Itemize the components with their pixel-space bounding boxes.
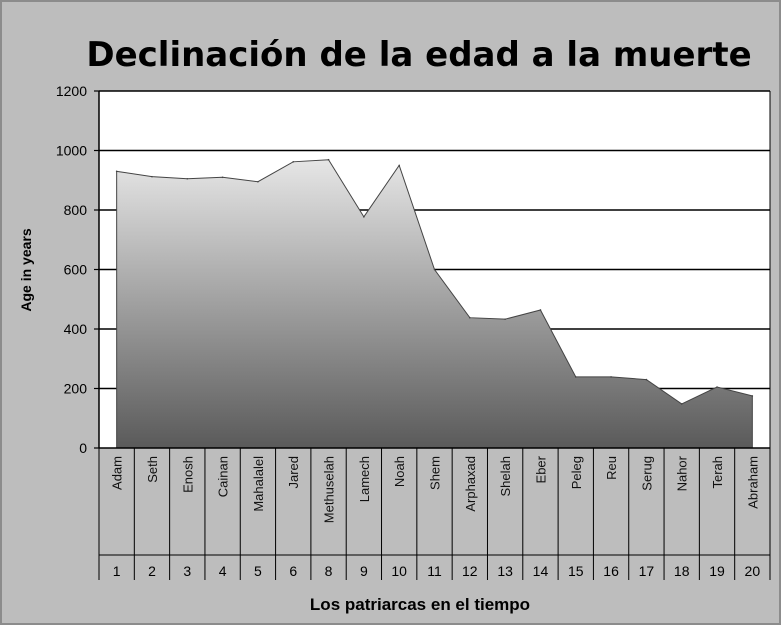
x-axis-category-table: Adam 1 Seth 2 Enosh 3 Cainan 4 Mahalalel 5 Jared 6 M… bbox=[98, 448, 771, 580]
x-axis-label: Los patriarcas en el tiempo bbox=[310, 595, 530, 614]
y-tick-label-200: 200 bbox=[64, 381, 88, 397]
category-number-18: 18 bbox=[674, 563, 690, 579]
category-name-cainan: Cainan bbox=[216, 456, 231, 497]
category-name-mahalalel: Mahalalel bbox=[251, 456, 266, 512]
data-point-methuselah bbox=[327, 158, 330, 161]
category-name-peleg: Peleg bbox=[569, 456, 584, 489]
category-number-14: 14 bbox=[533, 563, 549, 579]
data-point-arphaxad bbox=[469, 316, 471, 319]
chart-title: Declinación de la edad a la muerte bbox=[86, 35, 751, 75]
data-point-shem bbox=[433, 268, 436, 271]
category-number-12: 12 bbox=[462, 563, 478, 579]
y-tick-label-400: 400 bbox=[64, 321, 88, 337]
y-axis-label: Age in years bbox=[18, 228, 34, 311]
category-name-arphaxad: Arphaxad bbox=[463, 456, 478, 512]
category-name-adam: Adam bbox=[110, 456, 125, 490]
category-number-8: 8 bbox=[325, 563, 333, 579]
category-name-seth: Seth bbox=[145, 456, 160, 483]
category-number-3: 3 bbox=[183, 563, 191, 579]
y-axis-ticks: 0 200 400 600 800 1000 1200 bbox=[56, 83, 99, 456]
category-number-13: 13 bbox=[497, 563, 513, 579]
category-name-nahor: Nahor bbox=[675, 455, 690, 491]
data-point-enosh bbox=[186, 177, 189, 180]
category-name-methuselah: Methuselah bbox=[322, 456, 337, 523]
y-tick-label-600: 600 bbox=[64, 262, 88, 278]
y-tick-label-1200: 1200 bbox=[56, 83, 87, 99]
y-tick-label-800: 800 bbox=[64, 202, 88, 218]
area-fill bbox=[116, 159, 753, 449]
category-name-jared: Jared bbox=[286, 456, 301, 489]
data-point-serug bbox=[645, 378, 648, 381]
category-number-11: 11 bbox=[427, 563, 442, 579]
data-point-reu bbox=[610, 376, 612, 378]
category-number-9: 9 bbox=[360, 563, 368, 579]
data-point-cainan bbox=[221, 176, 224, 179]
data-point-eber bbox=[539, 309, 542, 311]
data-point-lamech bbox=[363, 216, 365, 218]
category-name-reu: Reu bbox=[604, 456, 619, 480]
category-number-20: 20 bbox=[745, 563, 761, 579]
data-point-noah bbox=[398, 164, 400, 167]
data-point-jared bbox=[292, 161, 295, 163]
data-point-seth bbox=[151, 175, 153, 178]
category-name-shelah: Shelah bbox=[498, 456, 513, 496]
category-name-shem: Shem bbox=[428, 456, 443, 490]
category-name-enosh: Enosh bbox=[180, 456, 195, 493]
category-name-eber: Eber bbox=[533, 455, 548, 483]
category-number-4: 4 bbox=[219, 563, 227, 579]
category-number-15: 15 bbox=[568, 563, 584, 579]
category-name-abraham: Abraham bbox=[745, 456, 760, 509]
category-number-16: 16 bbox=[603, 563, 619, 579]
data-point-terah bbox=[716, 386, 718, 388]
category-number-17: 17 bbox=[639, 563, 655, 579]
data-point-adam bbox=[115, 170, 118, 173]
category-name-lamech: Lamech bbox=[357, 456, 372, 502]
area-series bbox=[115, 158, 754, 449]
category-number-5: 5 bbox=[254, 563, 262, 579]
category-number-6: 6 bbox=[289, 563, 297, 579]
y-tick-label-1000: 1000 bbox=[56, 143, 87, 159]
category-number-10: 10 bbox=[391, 563, 407, 579]
category-name-terah: Terah bbox=[710, 456, 725, 489]
category-name-serug: Serug bbox=[639, 456, 654, 491]
data-point-nahor bbox=[680, 403, 683, 405]
category-number-2: 2 bbox=[148, 563, 156, 579]
data-point-shelah bbox=[504, 318, 506, 320]
category-name-noah: Noah bbox=[392, 456, 407, 487]
data-point-mahalalel bbox=[257, 180, 259, 183]
y-tick-label-0: 0 bbox=[79, 440, 87, 456]
data-point-peleg bbox=[574, 376, 577, 378]
data-point-abraham bbox=[751, 395, 754, 397]
category-number-1: 1 bbox=[113, 563, 121, 579]
category-number-19: 19 bbox=[709, 563, 725, 579]
